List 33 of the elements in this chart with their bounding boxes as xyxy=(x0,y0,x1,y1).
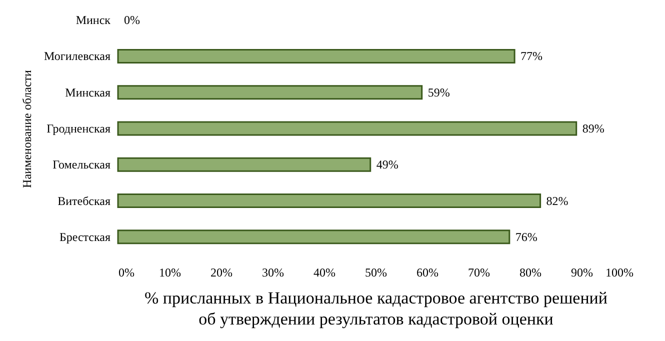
bar xyxy=(117,121,578,136)
y-tick-label: Могилевская xyxy=(44,49,111,64)
x-tick-label: 90% xyxy=(571,266,593,280)
data-label: 89% xyxy=(582,122,604,136)
y-tick-label: Гродненская xyxy=(46,122,111,136)
data-label: 0% xyxy=(124,13,140,28)
x-tick-label: 100% xyxy=(606,266,634,280)
y-tick-label: Брестская xyxy=(59,230,111,244)
data-label: 77% xyxy=(520,49,543,64)
x-tick-label: 70% xyxy=(468,266,490,280)
bar xyxy=(117,194,542,208)
x-tick-label: 40% xyxy=(314,266,336,280)
bar xyxy=(117,157,372,172)
x-tick-label: 60% xyxy=(416,266,438,280)
data-label: 82% xyxy=(546,194,568,208)
bar xyxy=(117,230,510,244)
bar xyxy=(117,48,516,64)
data-label: 76% xyxy=(515,230,538,244)
x-axis-title: % присланных в Национальное кадастровое агентство решений об утверждении результатов кадастровой оценки xyxy=(144,288,608,328)
y-tick-label: Минск xyxy=(76,13,111,28)
x-tick-label: 50% xyxy=(365,266,387,280)
x-tick-label: 10% xyxy=(159,266,181,280)
x-tick-label: 20% xyxy=(210,266,232,280)
x-tick-label: 80% xyxy=(520,266,542,280)
x-tick-label: 0% xyxy=(118,266,134,280)
data-label: 49% xyxy=(376,158,398,172)
y-axis-title: Наименование области xyxy=(20,69,34,188)
y-tick-label: Витебская xyxy=(58,194,111,208)
y-tick-label: Минская xyxy=(65,85,111,100)
bar xyxy=(117,85,423,100)
y-tick-label: Гомельская xyxy=(52,158,111,172)
x-tick-label: 30% xyxy=(262,266,284,280)
data-label: 59% xyxy=(428,85,450,100)
